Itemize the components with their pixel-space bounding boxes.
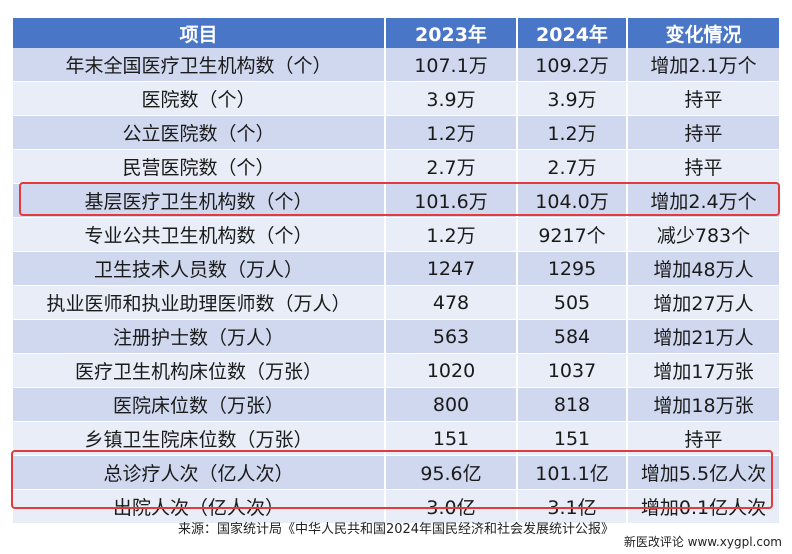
cell-change: 增加17万张	[653, 361, 754, 383]
table-row: 注册护士数（万人） 563 584 增加21万人	[13, 319, 779, 353]
cell-change: 增加21万人	[653, 327, 754, 349]
cell-2023: 1247	[386, 252, 518, 285]
cell-2023: 800	[386, 388, 518, 421]
cell-2023: 3.9万	[386, 82, 518, 115]
cell-2023: 151	[386, 422, 518, 455]
cell-item: 执业医师和执业助理医师数（万人）	[13, 286, 386, 319]
table-row: 执业医师和执业助理医师数（万人） 478 505 增加27万人	[13, 285, 779, 319]
cell-item: 医疗卫生机构床位数（万张）	[13, 354, 386, 387]
table-row: 总诊疗人次（亿人次） 95.6亿 101.1亿 增加5.5亿人次	[13, 455, 779, 489]
cell-item: 卫生技术人员数（万人）	[13, 252, 386, 285]
table-row: 专业公共卫生机构数（个） 1.2万 9217个 减少783个	[13, 217, 779, 251]
table-row: 医院床位数（万张） 800 818 增加18万张	[13, 387, 779, 421]
table-row: 出院人次（亿人次） 3.0亿 3.1亿 增加0.1亿人次	[13, 489, 779, 523]
cell-2024: 1037	[518, 354, 628, 387]
cell-item: 医院床位数（万张）	[13, 388, 386, 421]
cell-item: 乡镇卫生院床位数（万张）	[13, 422, 386, 455]
table-row: 年末全国医疗卫生机构数（个） 107.1万 109.2万 增加2.1万个	[13, 48, 779, 81]
cell-2024: 3.9万	[518, 82, 628, 115]
cell-2023: 95.6亿	[386, 456, 518, 489]
cell-change: 增加2.4万个	[650, 191, 757, 213]
cell-2024: 109.2万	[518, 48, 628, 81]
header-change: 变化情况	[665, 23, 742, 46]
cell-item: 公立医院数（个）	[13, 116, 386, 149]
cell-item: 医院数（个）	[13, 82, 386, 115]
cell-2023: 2.7万	[386, 150, 518, 183]
cell-item: 年末全国医疗卫生机构数（个）	[13, 48, 386, 81]
cell-2023: 101.6万	[386, 184, 518, 217]
cell-2024: 101.1亿	[518, 456, 628, 489]
header-2023: 2023年	[386, 18, 518, 48]
cell-2023: 563	[386, 320, 518, 353]
cell-change: 增加27万人	[653, 293, 754, 315]
cell-item: 注册护士数（万人）	[13, 320, 386, 353]
cell-item: 总诊疗人次（亿人次）	[13, 456, 386, 489]
data-table: 项目 2023年 2024年 变化情况 年末全国医疗卫生机构数（个） 107.1万…	[13, 18, 779, 523]
table-row: 乡镇卫生院床位数（万张） 151 151 持平	[13, 421, 779, 455]
cell-change: 增加2.1万个	[650, 55, 757, 77]
source-note: 来源：国家统计局《中华人民共和国2024年国民经济和社会发展统计公报》	[177, 522, 615, 537]
cell-change: 持平	[684, 157, 723, 179]
cell-change: 持平	[684, 89, 723, 111]
table-row: 民营医院数（个） 2.7万 2.7万 持平	[13, 149, 779, 183]
table-body: 年末全国医疗卫生机构数（个） 107.1万 109.2万 增加2.1万个 医院数（个） 3…	[13, 48, 779, 523]
cell-2023: 107.1万	[386, 48, 518, 81]
cell-change: 增加18万张	[653, 395, 754, 417]
cell-2023: 1.2万	[386, 218, 518, 251]
table-row: 医院数（个） 3.9万 3.9万 持平	[13, 81, 779, 115]
cell-change: 持平	[684, 123, 723, 145]
table-row: 医疗卫生机构床位数（万张） 1020 1037 增加17万张	[13, 353, 779, 387]
cell-change: 增加5.5亿人次	[640, 463, 767, 485]
cell-2024: 505	[518, 286, 628, 319]
cell-2024: 2.7万	[518, 150, 628, 183]
brand-footer: 新医改评论 www.xygpl.com	[623, 535, 782, 549]
cell-change: 增加48万人	[653, 259, 754, 281]
table-row: 公立医院数（个） 1.2万 1.2万 持平	[13, 115, 779, 149]
cell-2024: 1.2万	[518, 116, 628, 149]
cell-item: 基层医疗卫生机构数（个）	[13, 184, 386, 217]
cell-2023: 478	[386, 286, 518, 319]
cell-item: 民营医院数（个）	[13, 150, 386, 183]
table-header: 项目 2023年 2024年 变化情况	[13, 18, 779, 48]
cell-2024: 584	[518, 320, 628, 353]
cell-2024: 9217个	[518, 218, 628, 251]
cell-2024: 818	[518, 388, 628, 421]
cell-change: 减少783个	[656, 225, 751, 247]
cell-2024: 104.0万	[518, 184, 628, 217]
header-item: 项目	[13, 18, 386, 48]
table-row: 卫生技术人员数（万人） 1247 1295 增加48万人	[13, 251, 779, 285]
table-row: 基层医疗卫生机构数（个） 101.6万 104.0万 增加2.4万个	[13, 183, 779, 217]
cell-2024: 151	[518, 422, 628, 455]
cell-2023: 1.2万	[386, 116, 518, 149]
cell-item: 专业公共卫生机构数（个）	[13, 218, 386, 251]
cell-2023: 1020	[386, 354, 518, 387]
cell-change: 持平	[684, 429, 723, 451]
cell-2024: 1295	[518, 252, 628, 285]
header-2024: 2024年	[518, 18, 628, 48]
